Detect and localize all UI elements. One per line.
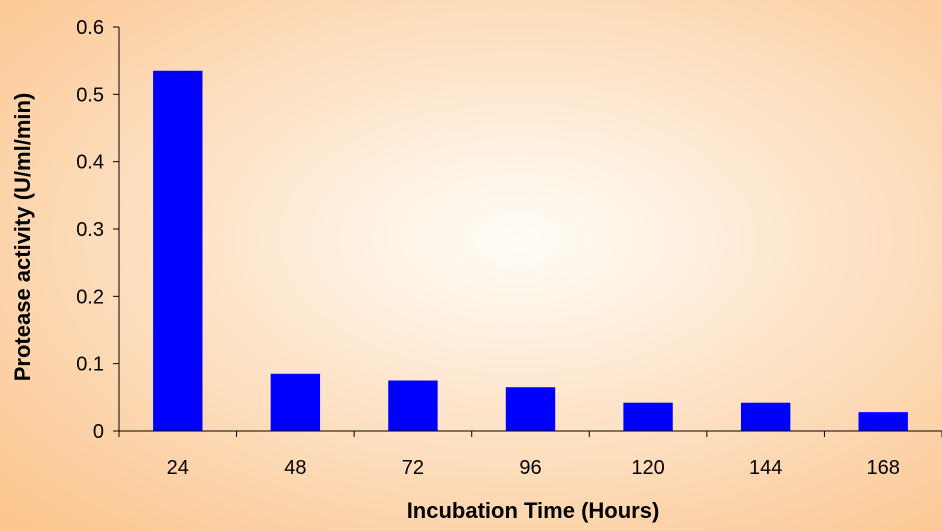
x-ticks-group: 24 48 72 96 120 144 168 bbox=[118, 431, 942, 479]
x-tick-label: 96 bbox=[519, 457, 541, 479]
x-axis-title: Incubation Time (Hours) bbox=[407, 498, 660, 523]
y-tick-label: 0.6 bbox=[76, 17, 104, 39]
bar-168 bbox=[858, 412, 908, 431]
x-tick-label: 48 bbox=[284, 457, 306, 479]
bar-72 bbox=[388, 380, 438, 431]
x-tick-label: 144 bbox=[749, 457, 782, 479]
y-tick-label: 0 bbox=[93, 421, 104, 443]
y-tick-label: 0.5 bbox=[76, 84, 104, 106]
y-ticks-group: 0 0.1 0.2 0.3 0.4 0.5 0.6 bbox=[76, 17, 119, 443]
y-tick-label: 0.3 bbox=[76, 219, 104, 241]
bar-48 bbox=[270, 373, 321, 431]
x-tick-label: 168 bbox=[867, 457, 900, 479]
x-tick-label: 24 bbox=[167, 457, 189, 479]
bar-96 bbox=[505, 387, 556, 431]
bars-group bbox=[153, 70, 908, 432]
y-axis-title: Protease activity (U/ml/min) bbox=[10, 93, 35, 382]
y-tick-label: 0.2 bbox=[76, 286, 104, 308]
y-tick-label: 0.1 bbox=[76, 354, 104, 376]
bar-144 bbox=[740, 402, 791, 431]
bar-120 bbox=[623, 402, 673, 431]
y-tick-label: 0.4 bbox=[76, 152, 104, 174]
x-tick-label: 72 bbox=[402, 457, 424, 479]
bar-24 bbox=[153, 70, 203, 432]
x-tick-label: 120 bbox=[631, 457, 664, 479]
